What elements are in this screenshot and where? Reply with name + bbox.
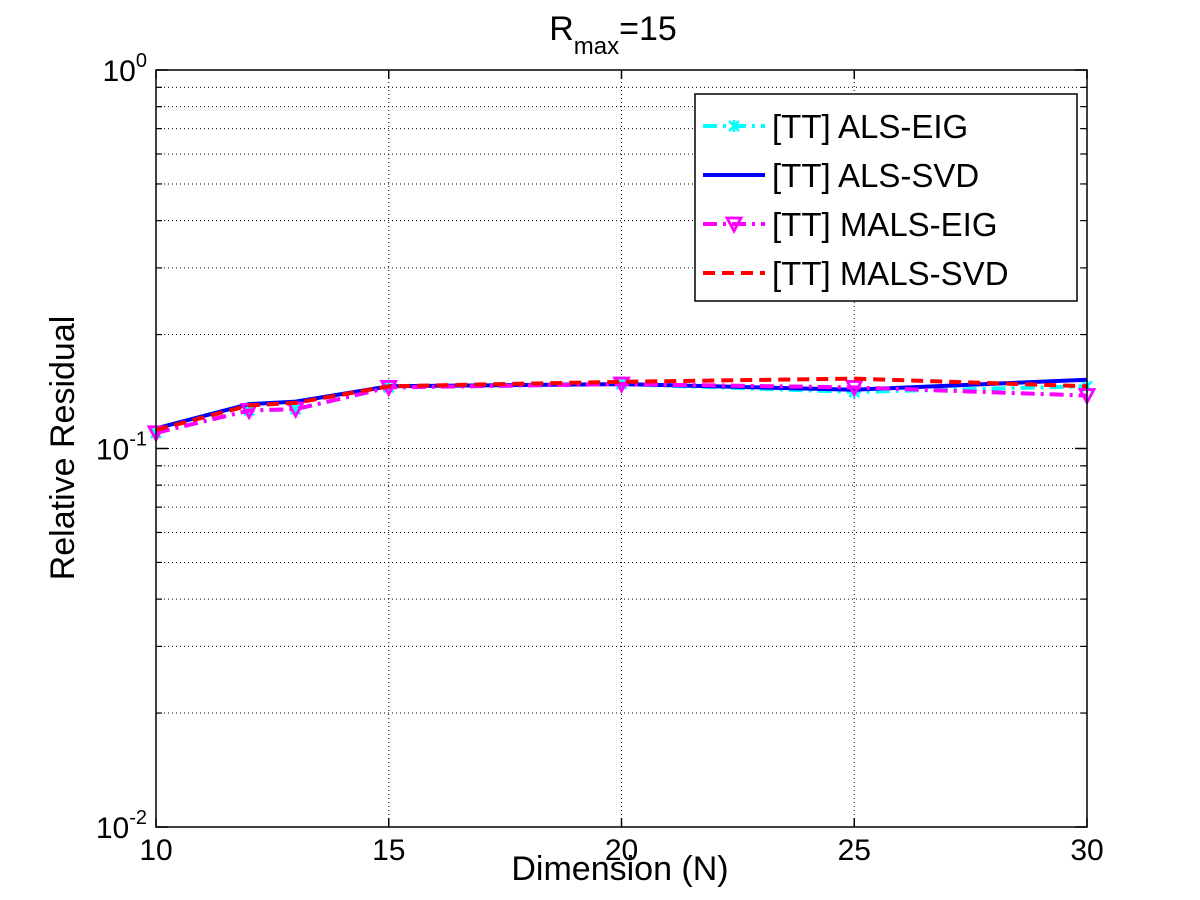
legend: [TT] ALS-EIG [TT] ALS-SVD [TT] MALS-EIG [TT… bbox=[694, 93, 1078, 302]
legend-label: [TT] MALS-SVD bbox=[772, 255, 1009, 292]
legend-item: [TT] MALS-SVD bbox=[703, 255, 1009, 292]
data-point-marker bbox=[728, 120, 740, 132]
legend-item: [TT] ALS-EIG bbox=[703, 108, 968, 145]
chart-title: Rmax=15 bbox=[549, 10, 677, 60]
x-tick-label: 30 bbox=[1070, 834, 1103, 867]
data-point-marker bbox=[844, 380, 864, 398]
legend-box bbox=[694, 93, 1078, 302]
x-tick-label: 10 bbox=[139, 834, 172, 867]
series-line bbox=[155, 376, 1088, 432]
legend-item: [TT] ALS-SVD bbox=[703, 157, 979, 194]
legend-label: [TT] ALS-EIG bbox=[772, 108, 968, 145]
legend-label: [TT] ALS-SVD bbox=[772, 157, 979, 194]
x-tick-label: 20 bbox=[605, 834, 638, 867]
x-tick-label: 25 bbox=[838, 834, 871, 867]
y-axis-label: Relative Residual bbox=[44, 316, 82, 581]
data-point-marker bbox=[612, 376, 631, 395]
series-tt-mals-svd bbox=[155, 376, 1088, 432]
ticks: 10 15 20 25 30 10-2 10-1 100 bbox=[96, 50, 1104, 867]
x-tick-label: 15 bbox=[372, 834, 405, 867]
legend-label: [TT] MALS-EIG bbox=[772, 206, 998, 243]
data-point-marker bbox=[724, 216, 744, 234]
y-tick-label: 10-1 bbox=[96, 429, 147, 467]
series-layer bbox=[146, 376, 1097, 443]
x-axis-label: Dimension (N) bbox=[511, 850, 728, 888]
legend-item: [TT] MALS-EIG bbox=[703, 206, 998, 243]
y-tick-label: 100 bbox=[103, 50, 148, 88]
y-tick-label: 10-2 bbox=[96, 807, 147, 845]
